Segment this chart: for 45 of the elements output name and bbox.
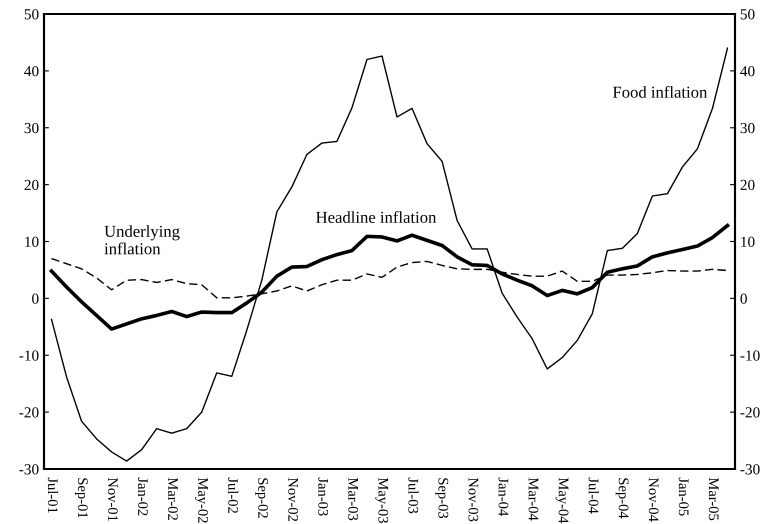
y2-tick-label: 0	[740, 294, 747, 304]
x-tick-label: Jul-02	[228, 478, 238, 513]
x-tick-label: Jan-05	[678, 478, 689, 516]
x-tick-label: May-02	[195, 478, 208, 523]
x-tick-label: Sep-01	[74, 478, 88, 518]
x-tick-label: Sep-04	[616, 478, 629, 518]
y-tick-label: 20	[24, 180, 39, 190]
y2-tick-label: 40	[740, 66, 755, 76]
y-tick-label: 30	[24, 122, 39, 134]
y-tick-label: -10	[19, 350, 39, 361]
x-tick-label: Sep-03	[435, 478, 448, 518]
y2-tick-label: 10	[741, 236, 755, 247]
x-tick-label: Jan-04	[498, 478, 508, 516]
x-tick-label: Nov-01	[108, 478, 118, 522]
y-tick-label: -30	[19, 464, 39, 474]
series-label: Headline inflation	[316, 211, 436, 223]
y2-tick-label: -10	[740, 350, 760, 361]
y-tick-label: 50	[24, 9, 39, 20]
y2-tick-label: 20	[740, 180, 755, 190]
x-tick-label: Nov-03	[468, 478, 478, 522]
y2-tick-label: -30	[740, 464, 760, 474]
x-tick-label: Nov-04	[648, 478, 659, 522]
x-tick-label: Jan-02	[138, 478, 148, 516]
x-tick-label: Mar-05	[708, 478, 719, 520]
y-tick-label: 10	[25, 236, 39, 247]
line-series	[50, 47, 728, 462]
x-tick-label: May-04	[556, 478, 568, 524]
y2-tick-label: 50	[740, 9, 755, 20]
x-tick-label: Jan-03	[318, 478, 328, 516]
x-tick-label: Jul-03	[408, 478, 419, 514]
x-tick-label: May-03	[375, 478, 388, 523]
y-tick-label: -20	[19, 407, 39, 418]
x-tick-label: Jul-04	[588, 478, 599, 514]
y2-tick-label: 30	[740, 122, 755, 134]
series-label: Underlying inflation	[104, 225, 180, 254]
x-tick-label: Mar-02	[168, 478, 178, 520]
y-tick-label: 0	[32, 294, 39, 304]
x-tick-label: Nov-02	[288, 478, 298, 522]
y2-tick-label: -20	[740, 407, 760, 418]
x-tick-label: Sep-02	[255, 478, 268, 518]
y-tick-label: 40	[24, 66, 39, 76]
x-tick-label: Jul-01	[48, 478, 58, 513]
x-tick-label: Mar-04	[528, 478, 538, 521]
x-tick-label: Mar-03	[348, 478, 358, 520]
series-label: Food inflation	[612, 86, 708, 98]
